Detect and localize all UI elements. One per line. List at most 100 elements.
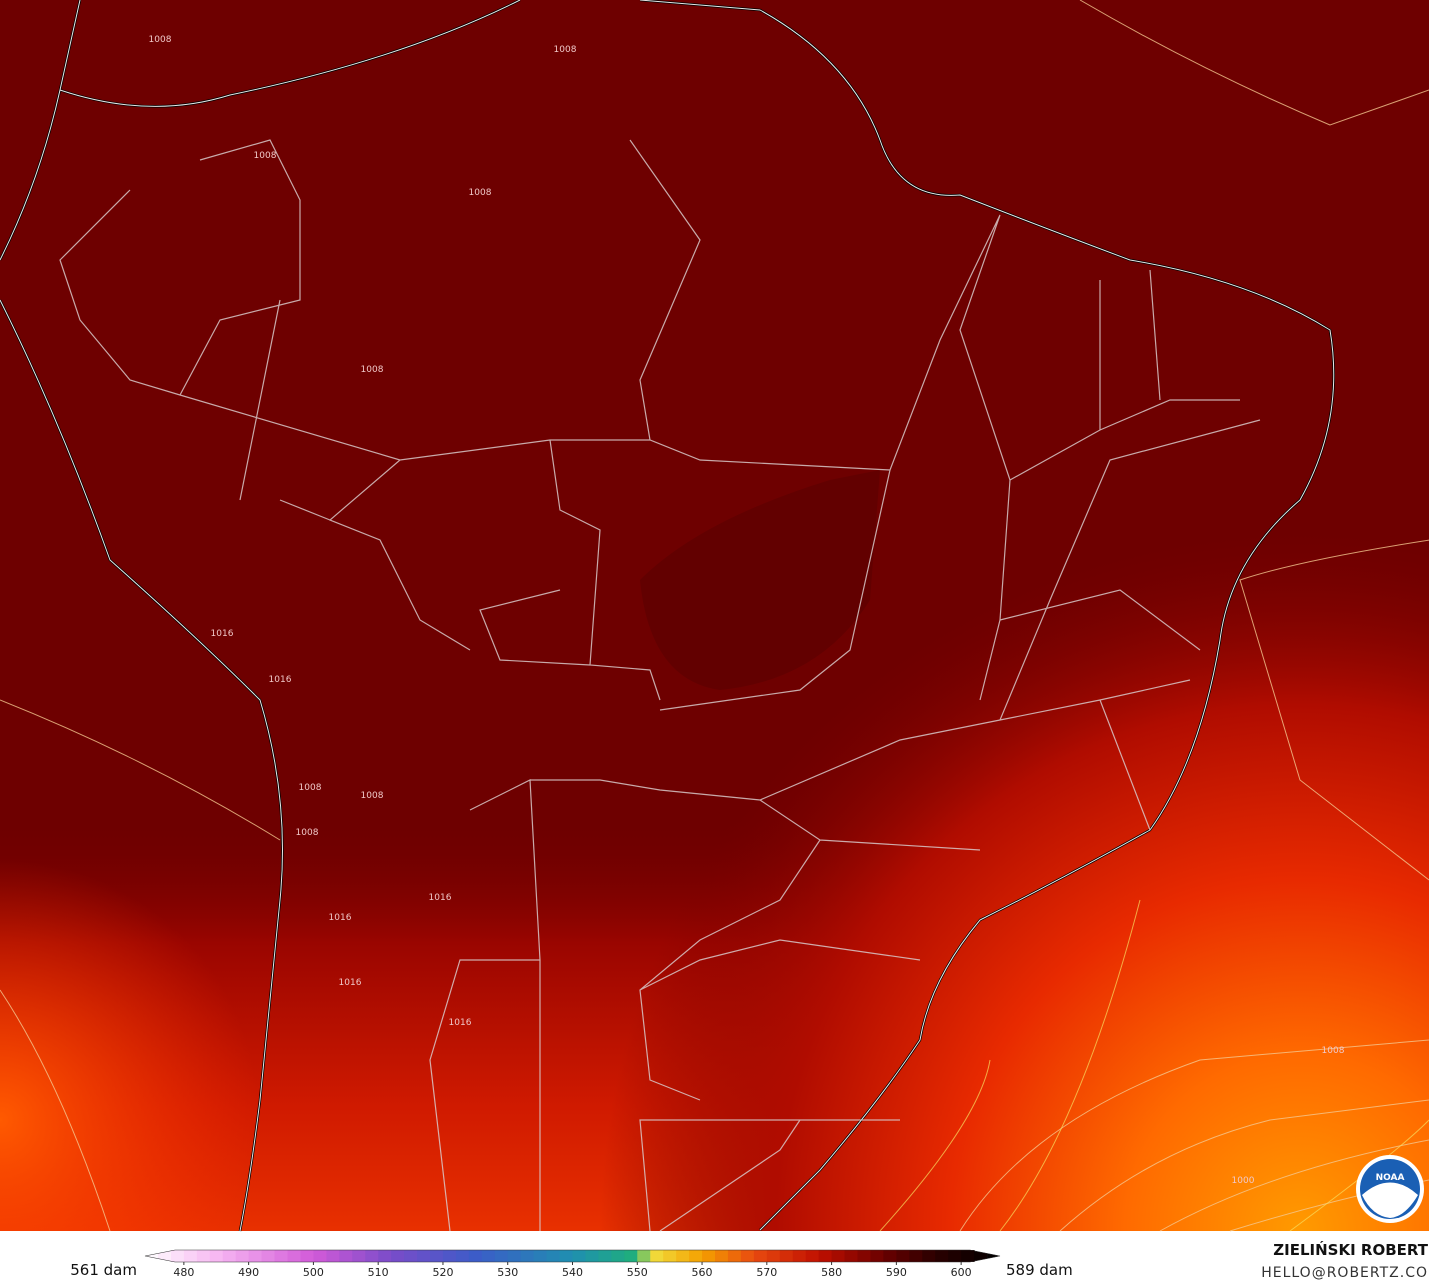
colorbar-segment: [857, 1250, 871, 1262]
colorbar-tick-label: 560: [692, 1266, 713, 1279]
contour-label: 1008: [361, 791, 384, 801]
colorbar-tick-label: 600: [951, 1266, 972, 1279]
colorbar-tick-label: 530: [497, 1266, 518, 1279]
colorbar-segment: [520, 1250, 535, 1262]
colorbar-segment: [287, 1250, 301, 1262]
colorbar-segment: [779, 1250, 794, 1262]
contour-label: 1000: [1232, 1176, 1255, 1186]
contour-label: 1008: [149, 35, 172, 45]
coastline-outline: [0, 0, 1335, 1232]
colorbar: 480 490 500 510 520 530 540 550 560 570 580 590 600: [144, 1249, 1001, 1279]
noaa-logo: NOAA: [1356, 1155, 1424, 1223]
contour-label: 1016: [449, 1018, 472, 1028]
colorbar-tick-label: 520: [432, 1266, 453, 1279]
contour-label: 1008: [469, 188, 492, 198]
contour-label: 1016: [329, 913, 352, 923]
colorbar-segment: [494, 1250, 509, 1262]
colorbar-segment: [974, 1250, 988, 1262]
email: HELLO@ROBERTZ.CO: [1261, 1265, 1428, 1281]
colorbar-segment: [196, 1250, 211, 1262]
colorbar-segment: [468, 1250, 483, 1262]
colorbar-segment: [222, 1250, 237, 1262]
colorbar-segment: [352, 1250, 366, 1262]
contour-label: 1008: [361, 365, 384, 375]
colorbar-segment: [572, 1250, 586, 1262]
contour-labels: 1008 1008 1008 1008 1008 1016 1016 1008 1008 1008…: [149, 35, 1345, 1186]
colorbar-segment: [935, 1250, 949, 1262]
colorbar-segment: [624, 1250, 638, 1262]
colorbar-segment: [637, 1250, 651, 1262]
colorbar-tick-label: 570: [756, 1266, 777, 1279]
colorbar-segment: [961, 1250, 975, 1262]
colorbar-segment: [417, 1250, 431, 1262]
colorbar-tick-label: 590: [886, 1266, 907, 1279]
colorbar-segment: [391, 1250, 405, 1262]
colorbar-segment: [753, 1250, 768, 1262]
colorbar-segment: [792, 1250, 807, 1262]
colorbar-segment: [909, 1250, 923, 1262]
logo-gull: [1362, 1182, 1418, 1218]
colorbar-tick-label: 550: [627, 1266, 648, 1279]
colorbar-segment: [170, 1250, 185, 1262]
colorbar-segment: [533, 1250, 548, 1262]
colorbar-segment: [611, 1250, 625, 1262]
colorbar-tick-label: 490: [238, 1266, 259, 1279]
colorbar-segment: [378, 1250, 392, 1262]
author: ZIELIŃSKI ROBERT: [1273, 1240, 1428, 1259]
colorbar-segment: [715, 1250, 729, 1262]
colorbar-segment: [326, 1250, 340, 1262]
colorbar-segment: [689, 1250, 703, 1262]
colorbar-segment: [766, 1250, 781, 1262]
colorbar-segment: [844, 1250, 858, 1262]
colorbar-segment: [404, 1250, 418, 1262]
colorbar-segment: [430, 1250, 444, 1262]
colorbar-segment: [676, 1250, 690, 1262]
colorbar-segment: [702, 1250, 716, 1262]
colorbar-segment: [145, 1253, 158, 1259]
colorbar-segment: [313, 1250, 327, 1262]
colorbar-segment: [598, 1250, 612, 1262]
colorbar-tick-label: 500: [303, 1266, 324, 1279]
colorbar-segment: [481, 1250, 496, 1262]
colorbar-segment: [585, 1250, 599, 1262]
colorbar-segment: [157, 1250, 171, 1262]
colorbar-segment: [235, 1250, 250, 1262]
colorbar-outline: [144, 1249, 1001, 1263]
contour-label: 1008: [1322, 1046, 1345, 1056]
colorbar-tick-label: 480: [173, 1266, 194, 1279]
colorbar-segment: [209, 1250, 224, 1262]
contour-label: 1016: [269, 675, 292, 685]
colorbar-segment: [922, 1250, 936, 1262]
colorbar-segment: [455, 1250, 470, 1262]
colorbar-segment: [818, 1250, 833, 1262]
colorbar-tick-label: 580: [821, 1266, 842, 1279]
colorbar-tick-label: 540: [562, 1266, 583, 1279]
colorbar-segment: [740, 1250, 755, 1262]
map-area: 1008 1008 1008 1008 1008 1016 1016 1008 1008 1008…: [0, 0, 1429, 1232]
colorbar-segment: [300, 1250, 314, 1262]
colorbar-segment: [870, 1250, 884, 1262]
colorbar-segment: [727, 1250, 742, 1262]
colorbar-segment: [831, 1250, 846, 1262]
colorbar-segment: [883, 1250, 897, 1262]
contour-label: 1016: [429, 893, 452, 903]
colorbar-segment: [546, 1250, 561, 1262]
colorbar-segment: [261, 1250, 276, 1262]
contour-label: 1016: [211, 629, 234, 639]
contour-label: 1008: [554, 45, 577, 55]
colorbar-segment: [274, 1250, 288, 1262]
colorbar-segment: [987, 1253, 1000, 1259]
colorbar-segment: [365, 1250, 379, 1262]
colorbar-max-label: 589 dam: [1006, 1261, 1073, 1279]
colorbar-segment: [248, 1250, 263, 1262]
contour-label: 1008: [296, 828, 319, 838]
colorbar-tick-label: 510: [368, 1266, 389, 1279]
colorbar-segment: [805, 1250, 820, 1262]
colorbar-segment: [442, 1250, 457, 1262]
colorbar-segment: [896, 1250, 910, 1262]
low-height-zone: [640, 470, 880, 690]
colorbar-segment: [183, 1250, 198, 1262]
colorbar-segment: [948, 1250, 962, 1262]
colorbar-segment: [559, 1250, 573, 1262]
